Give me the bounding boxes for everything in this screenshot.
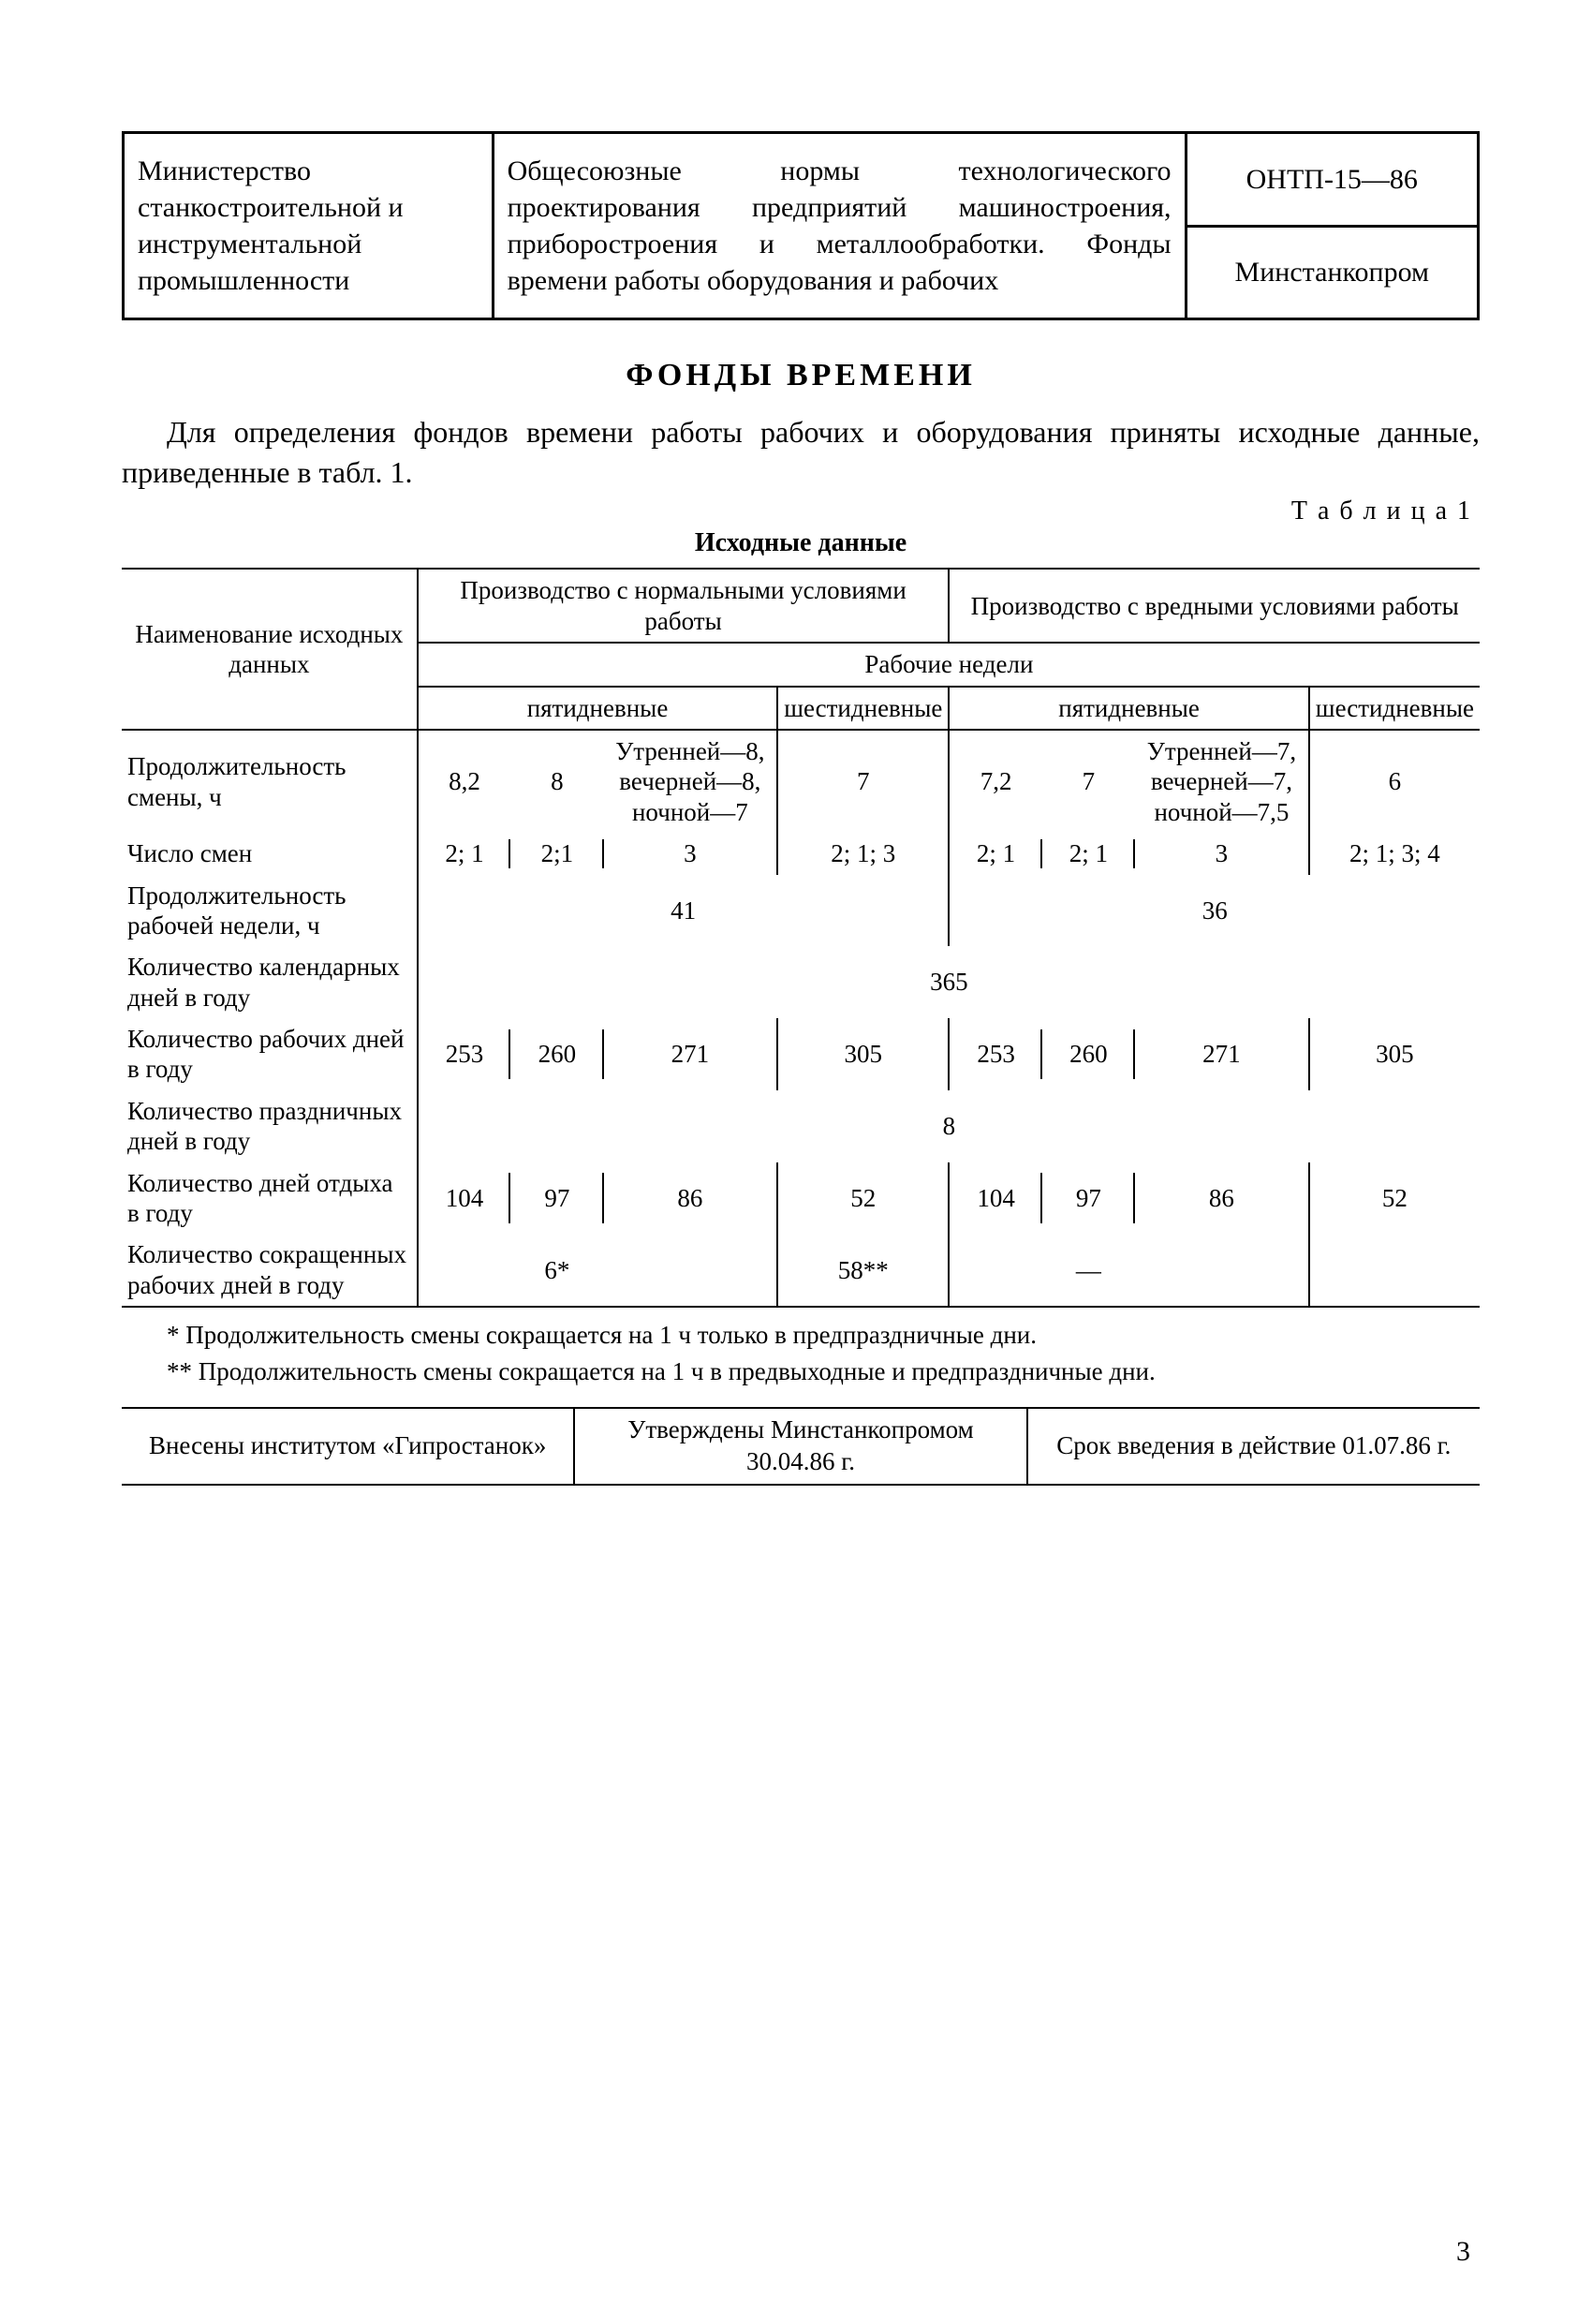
cell: 3	[604, 833, 778, 874]
cell	[1135, 1234, 1309, 1307]
cell: 36	[949, 875, 1480, 947]
header-title: Общесоюзные нормы технологического проек…	[493, 133, 1186, 319]
cell: 271	[1135, 1018, 1309, 1090]
table-label: Т а б л и ц а 1	[122, 496, 1472, 526]
cell: 3	[1135, 833, 1309, 874]
cell: 8,2	[418, 730, 510, 833]
cell: 2; 1; 3	[777, 833, 949, 874]
th-five-1: пятидневные	[418, 687, 777, 730]
cell: 86	[604, 1162, 778, 1235]
th-weeks: Рабочие недели	[418, 643, 1480, 686]
cell	[949, 1234, 1041, 1307]
cell: 6	[1309, 730, 1480, 833]
row-name: Продолжительность смены, ч	[122, 730, 418, 833]
footer-right: Срок введения в действие 01.07.86 г.	[1027, 1408, 1480, 1485]
header-ministry: Министерство станкостроительной и инстру…	[124, 133, 494, 319]
cell: 253	[949, 1018, 1041, 1090]
row-name: Продолжительность рабочей недели, ч	[122, 875, 418, 947]
cell: 2;1	[510, 833, 603, 874]
footnote-b: ** Продолжительность смены сокращается н…	[122, 1355, 1480, 1388]
data-table: Наименование исходных данных Производств…	[122, 568, 1480, 1308]
approval-footer: Внесены институтом «Гипростанок» Утвержд…	[122, 1407, 1480, 1486]
cell: 104	[949, 1162, 1041, 1235]
th-harmful: Производство с вредными условиями работы	[949, 569, 1480, 643]
table-row: Количество праздничных дней в году 8	[122, 1090, 1480, 1162]
cell: 8	[418, 1090, 1480, 1162]
cell: 271	[604, 1018, 778, 1090]
cell: 7	[777, 730, 949, 833]
header-org: Минстанкопром	[1186, 226, 1478, 319]
cell: 41	[418, 875, 950, 947]
cell	[1309, 1234, 1480, 1307]
cell: Утренней—7, вечерней—7, ночной—7,5	[1135, 730, 1309, 833]
row-name: Количество дней отдыха в году	[122, 1162, 418, 1235]
cell: 365	[418, 946, 1480, 1018]
th-six-1: шестидневные	[777, 687, 949, 730]
row-name: Количество сокращенных рабочих дней в го…	[122, 1234, 418, 1307]
table-row: Количество сокращенных рабочих дней в го…	[122, 1234, 1480, 1307]
row-name: Число смен	[122, 833, 418, 874]
header-code: ОНТП-15—86	[1186, 133, 1478, 227]
cell: 2; 1	[1042, 833, 1135, 874]
cell: 253	[418, 1018, 510, 1090]
th-five-2: пятидневные	[949, 687, 1308, 730]
cell: 2; 1; 3; 4	[1309, 833, 1480, 874]
cell: 8	[510, 730, 603, 833]
footer-left: Внесены институтом «Гипростанок»	[122, 1408, 574, 1485]
cell: —	[1042, 1234, 1135, 1307]
cell: 305	[1309, 1018, 1480, 1090]
table-row: Количество рабочих дней в году 253 260 2…	[122, 1018, 1480, 1090]
row-name: Количество рабочих дней в году	[122, 1018, 418, 1090]
cell: 52	[1309, 1162, 1480, 1235]
cell: 104	[418, 1162, 510, 1235]
cell: 58**	[777, 1234, 949, 1307]
cell: 7,2	[949, 730, 1041, 833]
page-number: 3	[1456, 2236, 1470, 2268]
cell: 260	[1042, 1018, 1135, 1090]
cell: 86	[1135, 1162, 1309, 1235]
cell: 2; 1	[949, 833, 1041, 874]
table-row: Продолжительность смены, ч 8,2 8 Утренне…	[122, 730, 1480, 833]
footnotes: * Продолжительность смены сокращается на…	[122, 1319, 1480, 1388]
table-row: Продолжительность рабочей недели, ч 41 3…	[122, 875, 1480, 947]
table-row: Число смен 2; 1 2;1 3 2; 1; 3 2; 1 2; 1 …	[122, 833, 1480, 874]
footnote-a: * Продолжительность смены сокращается на…	[122, 1319, 1480, 1352]
cell: 52	[777, 1162, 949, 1235]
table-caption: Исходные данные	[122, 528, 1480, 558]
th-rowname: Наименование исходных данных	[122, 569, 418, 730]
cell: 260	[510, 1018, 603, 1090]
cell: 305	[777, 1018, 949, 1090]
cell: 97	[510, 1162, 603, 1235]
th-normal: Производство с нормальными условиями раб…	[418, 569, 950, 643]
section-title: ФОНДЫ ВРЕМЕНИ	[122, 358, 1480, 393]
document-header: Министерство станкостроительной и инстру…	[122, 131, 1480, 320]
th-six-2: шестидневные	[1309, 687, 1480, 730]
intro-paragraph: Для определения фондов времени работы ра…	[122, 412, 1480, 493]
cell	[604, 1234, 778, 1307]
cell: 2; 1	[418, 833, 510, 874]
cell: 7	[1042, 730, 1135, 833]
row-name: Количество праздничных дней в году	[122, 1090, 418, 1162]
cell	[418, 1234, 510, 1307]
table-row: Количество календарных дней в году 365	[122, 946, 1480, 1018]
cell: 97	[1042, 1162, 1135, 1235]
table-row: Количество дней отдыха в году 104 97 86 …	[122, 1162, 1480, 1235]
cell: 6*	[510, 1234, 603, 1307]
footer-center: Утверждены Минстанкопромом 30.04.86 г.	[574, 1408, 1026, 1485]
row-name: Количество календарных дней в году	[122, 946, 418, 1018]
cell: Утренней—8, вечерней—8, ночной—7	[604, 730, 778, 833]
